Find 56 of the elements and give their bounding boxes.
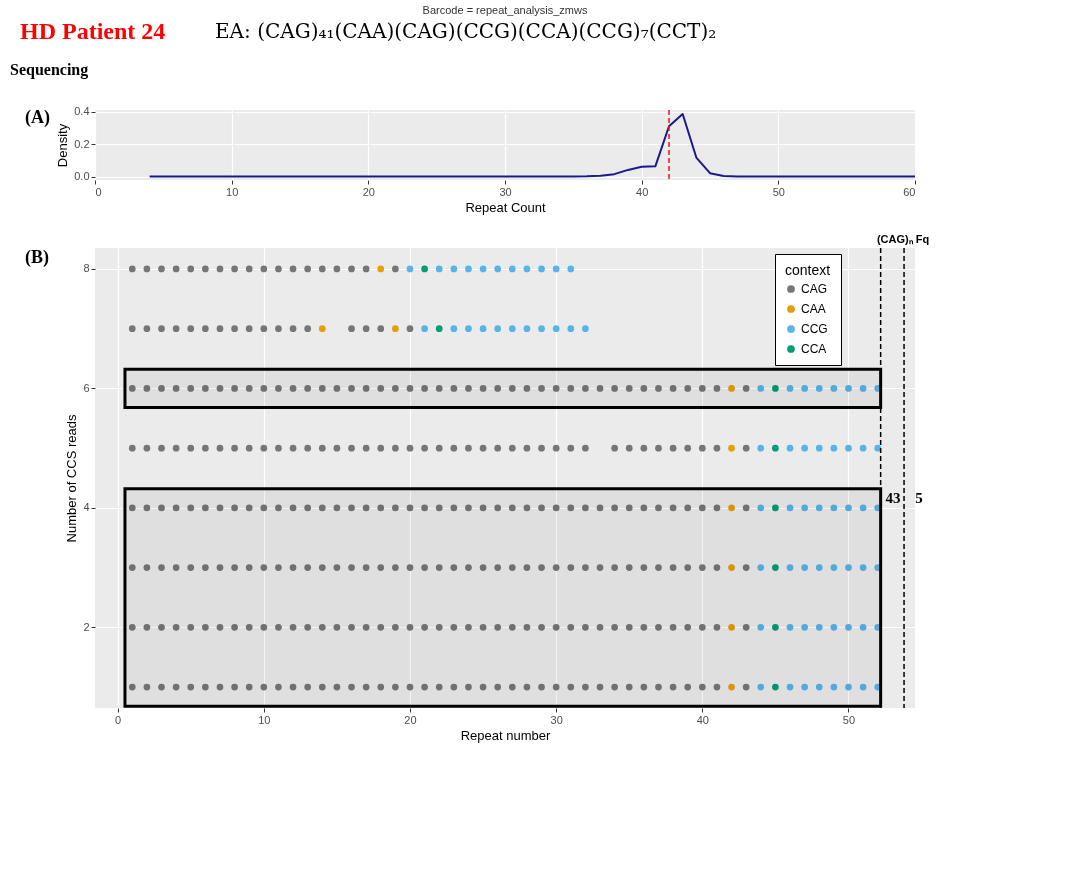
text: Sequencing (10, 61, 89, 79)
point (772, 564, 779, 571)
x-tick-label: 10 (258, 713, 271, 726)
x-axis-title: Repeat number (460, 727, 551, 743)
y-tick-label: 2 (83, 620, 90, 633)
x-tick-label: 40 (696, 713, 709, 726)
text: EA: (CAG)₄₁(CAA)(CAG)(CCG)(CCA)(CCG)₇(CCT)₂ (215, 19, 717, 43)
x-tick-label: 20 (404, 713, 417, 726)
y-tick-label: 0.2 (74, 137, 90, 150)
x-tick-label: 0 (115, 713, 122, 726)
x-tick-label: 50 (772, 185, 785, 198)
text: (B) (25, 247, 49, 268)
y-tick-label: 0.4 (74, 105, 90, 118)
y-tick-label: 4 (83, 501, 90, 514)
point (728, 683, 735, 691)
y-tick-label: 6 (83, 381, 90, 394)
point (318, 325, 326, 332)
x-axis-title: Repeat Count (465, 199, 546, 215)
y-axis-title: Number of CCS reads (64, 414, 80, 543)
point (435, 325, 443, 332)
y-tick-label: 0.0 (74, 170, 90, 183)
point (772, 444, 779, 452)
point (728, 385, 735, 392)
chart-title: Barcode = repeat_analysis_zmws (422, 4, 588, 16)
point (728, 504, 735, 512)
x-tick-label: 10 (226, 185, 239, 198)
y-tick-label: 8 (83, 262, 90, 275)
legend-title: context (785, 262, 831, 278)
point (772, 385, 779, 392)
point (728, 624, 735, 631)
text: (CAG)ₙ Fq (876, 233, 930, 245)
legend-label: CCG (801, 322, 828, 336)
text: (A) (25, 107, 50, 128)
y-axis-title: Density (55, 123, 71, 168)
point (772, 683, 779, 691)
x-tick-label: 20 (362, 185, 375, 198)
x-tick-label: 30 (550, 713, 563, 726)
x-tick-label: 0 (95, 185, 102, 198)
point (392, 325, 399, 332)
point (772, 504, 779, 512)
legend-label: CCA (801, 342, 827, 356)
legend-label: CAG (801, 282, 828, 296)
text: HD Patient 24 (20, 18, 166, 44)
x-tick-label: 40 (636, 185, 649, 198)
x-tick-label: 60 (903, 185, 916, 198)
point (728, 444, 735, 452)
point (377, 265, 385, 273)
x-tick-label: 30 (499, 185, 512, 198)
point (772, 624, 779, 631)
annotation: 43 (885, 490, 901, 506)
point (421, 265, 428, 273)
x-tick-label: 50 (842, 713, 856, 726)
legend-label: CAA (801, 302, 826, 316)
line-series (148, 113, 916, 178)
text: 5 (915, 490, 923, 506)
point (728, 564, 735, 571)
